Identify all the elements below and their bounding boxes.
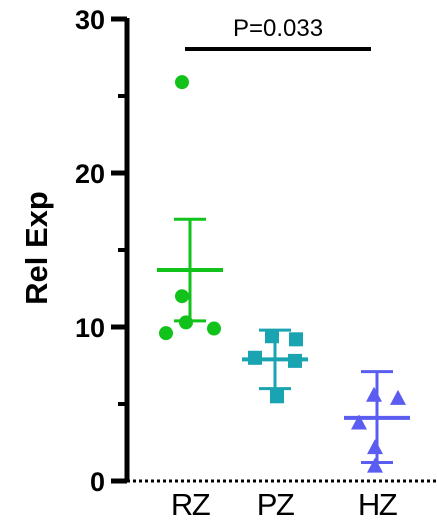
data-point [159, 326, 173, 341]
data-point [367, 457, 383, 473]
y-tick-label: 30 [75, 5, 105, 35]
data-point [179, 315, 193, 330]
data-point [366, 386, 382, 402]
y-tick-label: 20 [75, 159, 105, 189]
axes: 0 10 20 30 RZ PZ HZ [75, 5, 437, 522]
data-point [367, 439, 383, 455]
data-point [265, 329, 279, 344]
data-point [270, 389, 284, 404]
y-axis-label: Rel Exp [19, 191, 54, 305]
data-point [288, 353, 302, 368]
x-tick-label: RZ [171, 487, 210, 522]
data-point [175, 289, 189, 304]
y-tick-label: 0 [90, 467, 105, 497]
marks [157, 75, 410, 473]
data-point [248, 350, 262, 365]
data-point [207, 321, 221, 336]
data-point [289, 332, 303, 347]
x-tick-label: PZ [257, 487, 294, 522]
data-point [390, 389, 406, 405]
x-tick-label: HZ [358, 487, 397, 522]
data-point [351, 414, 367, 430]
p-value-label: P=0.033 [233, 15, 323, 42]
y-tick-label: 10 [75, 313, 105, 343]
data-point [175, 75, 189, 90]
annotations: P=0.033 [185, 15, 371, 51]
